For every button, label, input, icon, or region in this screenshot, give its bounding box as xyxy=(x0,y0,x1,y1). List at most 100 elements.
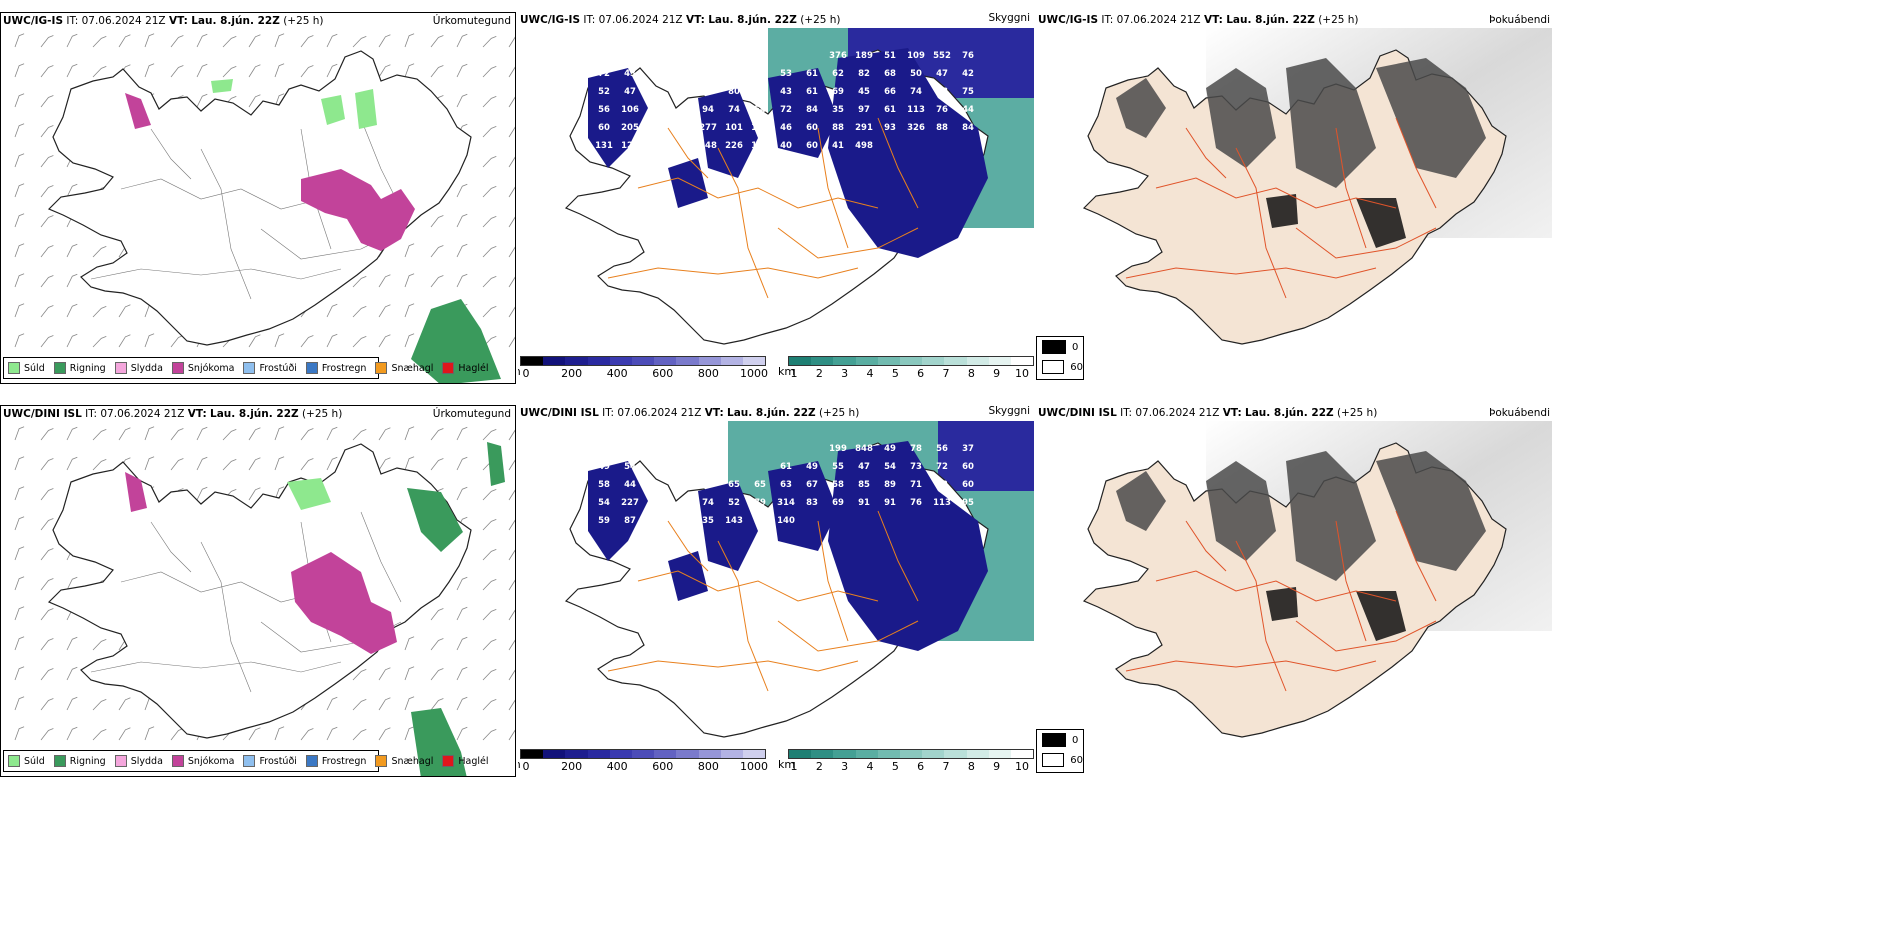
visibility-value-label: 65 xyxy=(754,480,766,490)
visibility-value-label: 94 xyxy=(702,105,714,115)
road-line xyxy=(1295,620,1437,652)
wind-barb xyxy=(508,216,515,228)
fog-legend-low: 0 xyxy=(1037,337,1083,357)
wind-barb xyxy=(14,726,25,741)
colorbar-tick-label: 2 xyxy=(815,760,823,773)
wind-barb xyxy=(274,33,285,48)
colorbar-cell xyxy=(944,357,967,365)
legend-label: Frostúði xyxy=(259,755,297,767)
legend-label: Frostúði xyxy=(259,362,297,374)
wind-barb xyxy=(508,579,515,591)
visibility-value-label: 47 xyxy=(858,462,870,472)
visibility-value-label: 82 xyxy=(858,69,870,79)
road-line xyxy=(637,570,879,602)
wind-barb xyxy=(92,306,107,318)
wind-barb xyxy=(430,608,444,621)
precip-map[interactable] xyxy=(1,29,516,384)
precip-type-legend: Súld Rigning Slydda Snjókoma Frostúði Frostre… xyxy=(3,750,489,772)
wind-barb xyxy=(92,66,107,78)
wind-barb xyxy=(508,96,515,108)
road-line xyxy=(200,148,252,300)
fog-map[interactable] xyxy=(1036,421,1552,777)
road-line xyxy=(1335,127,1367,249)
wind-barb xyxy=(508,549,515,561)
wind-barb xyxy=(40,728,54,741)
wind-barb xyxy=(222,36,237,48)
wind-barb xyxy=(430,428,444,441)
wind-barb xyxy=(300,335,314,348)
colorbar-cells xyxy=(520,749,766,759)
wind-barb xyxy=(248,427,261,441)
fog-index-area xyxy=(1376,58,1486,178)
visibility-value-label: 73 xyxy=(910,462,922,472)
visibility-value-label: 60 xyxy=(598,123,610,133)
wind-barb xyxy=(482,36,497,48)
visibility-value-label: 76 xyxy=(910,498,922,508)
fog-map[interactable] xyxy=(1036,28,1552,384)
legend-swatch xyxy=(114,755,127,767)
wind-barb xyxy=(430,245,444,258)
wind-barb xyxy=(430,35,444,48)
wind-barb xyxy=(66,243,78,258)
wind-barb xyxy=(456,486,468,501)
it-label: IT: xyxy=(602,407,615,419)
visibility-value-label: 376 xyxy=(829,51,847,61)
colorbar-cell xyxy=(587,750,610,758)
visibility-value-label: 51 xyxy=(884,51,896,61)
visibility-value-label: 69 xyxy=(832,87,844,97)
wind-barb xyxy=(274,486,285,501)
wind-barb xyxy=(14,486,25,501)
visibility-value-label: 109 xyxy=(907,51,925,61)
wind-barb xyxy=(40,548,54,561)
vt-value: Lau. 8.jún. 22Z xyxy=(210,408,299,420)
wind-barb xyxy=(118,697,131,711)
wind-barb xyxy=(508,36,515,48)
wind-barb xyxy=(66,33,78,48)
wind-barb xyxy=(378,64,391,78)
colorbar-cell xyxy=(565,357,588,365)
wind-barb xyxy=(66,426,78,441)
wind-barb xyxy=(378,667,391,681)
legend-label: Rigning xyxy=(69,755,106,767)
visibility-value-label: 83 xyxy=(806,498,818,508)
wind-barb xyxy=(40,275,54,288)
wind-barb xyxy=(456,726,468,741)
wind-barb xyxy=(40,65,54,78)
wind-barb xyxy=(170,428,184,441)
visibility-value-label: 95 xyxy=(962,498,974,508)
panel-header: UWC/IG-IS IT: 07.06.2024 21Z VT: Lau. 8.… xyxy=(520,14,841,26)
wind-barb xyxy=(456,273,468,288)
wind-barb xyxy=(508,66,515,78)
iceland-coastline xyxy=(47,443,472,739)
visibility-panel-top: UWC/IG-IS IT: 07.06.2024 21Z VT: Lau. 8.… xyxy=(518,12,1034,384)
low-cloud-area xyxy=(698,481,758,571)
visibility-value-label: 148 xyxy=(699,141,717,151)
wind-barb xyxy=(66,183,78,198)
wind-barb xyxy=(378,727,391,741)
road-line xyxy=(607,660,859,672)
visibility-value-label: 55 xyxy=(832,462,844,472)
visibility-colorbar: km 1 2 3 4 5 6 7 8 9 10 xyxy=(778,356,1034,382)
wind-barb xyxy=(66,333,78,348)
visibility-value-label: 38 xyxy=(936,87,948,97)
precip-map[interactable] xyxy=(1,422,516,777)
wind-barb xyxy=(482,186,497,198)
wind-barb xyxy=(170,728,184,741)
visibility-value-label: 35 xyxy=(702,516,714,526)
legend-swatch xyxy=(375,362,388,374)
wind-barb xyxy=(300,428,314,441)
visibility-value-label: 75 xyxy=(962,87,974,97)
wind-barb xyxy=(300,65,314,78)
wind-barb xyxy=(14,63,25,78)
fog-index-area xyxy=(1116,471,1166,531)
wind-barb xyxy=(40,458,54,471)
visibility-value-label: 47 xyxy=(936,69,948,79)
it-label: IT: xyxy=(583,14,596,26)
wind-barb xyxy=(300,728,314,741)
colorbar-cell xyxy=(543,357,566,365)
visibility-value-label: 60 xyxy=(806,123,818,133)
wind-barb xyxy=(92,336,107,348)
wind-barb xyxy=(92,699,107,711)
